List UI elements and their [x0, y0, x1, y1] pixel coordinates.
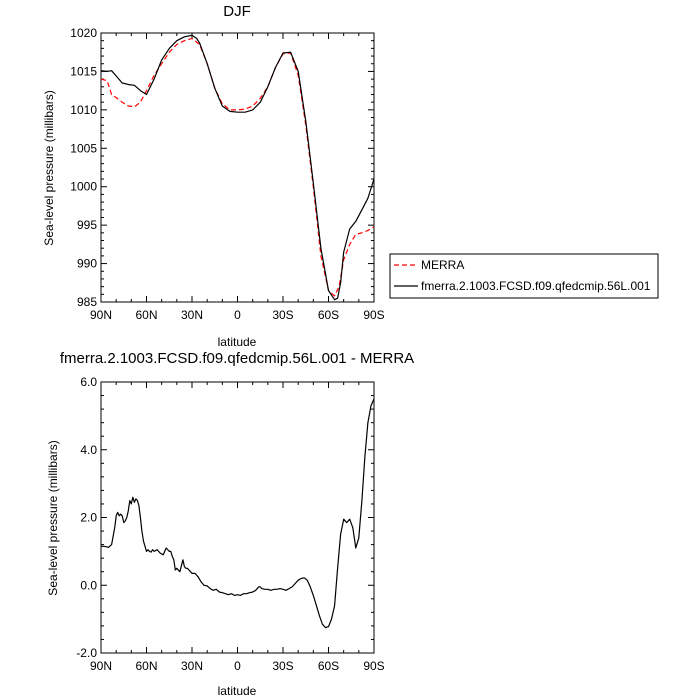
top-series-line-0 [100, 37, 375, 297]
top-plot-area: 90N 60N 30N 0 30S 60S 90S 985 990 995 1000 1005 1010… [70, 26, 384, 322]
bottom-x-axis-label: latitude [218, 684, 257, 698]
top-x-tick-label: 90N [90, 308, 112, 322]
top-chart-title: DJF [223, 3, 251, 20]
bottom-y-tick-label: 0.0 [80, 578, 97, 592]
top-y-tick-label: 985 [77, 295, 97, 309]
bottom-y-axis-label: Sea-level pressure (millibars) [46, 440, 60, 595]
top-x-tick-label: 60S [318, 308, 339, 322]
top-chart: DJF 90N 60N 30N 0 30S 60S 90S 985 990 995 1000 1005… [42, 3, 659, 349]
bottom-x-tick-label: 90N [90, 659, 112, 673]
legend-box [389, 253, 659, 299]
top-y-tick-label: 990 [77, 257, 97, 271]
bottom-y-tick-label: 4.0 [80, 443, 97, 457]
top-x-axis-label: latitude [218, 335, 257, 349]
bottom-series-line-0 [101, 398, 375, 629]
top-y-axis-label: Sea-level pressure (millibars) [42, 90, 56, 245]
top-x-tick-label: 0 [234, 308, 241, 322]
top-series-line-1 [100, 34, 375, 301]
bottom-chart-title: fmerra.2.1003.FCSD.f09.qfedcmip.56L.001 … [60, 350, 414, 367]
top-x-tick-label: 30S [272, 308, 293, 322]
bottom-plot-area: 90N 60N 30N 0 30S 60S 90S -2.0 0.0 2.0 4.0 6.0 [76, 375, 384, 673]
top-plot-frame [100, 32, 375, 303]
bottom-x-tick-label: 90S [363, 659, 384, 673]
top-x-tick-label: 30N [181, 308, 203, 322]
top-y-tick-label: 1015 [70, 64, 97, 78]
top-x-tick-label: 90S [363, 308, 384, 322]
bottom-x-tick-label: 60N [135, 659, 157, 673]
top-y-tick-label: 1005 [70, 141, 97, 155]
bottom-y-tick-label: 6.0 [80, 375, 97, 389]
top-x-tick-label: 60N [135, 308, 157, 322]
top-legend: MERRA fmerra.2.1003.FCSD.f09.qfedcmip.56… [389, 253, 659, 299]
top-y-tick-label: 1000 [70, 180, 97, 194]
legend-label-merra: MERRA [421, 258, 464, 272]
legend-label-model: fmerra.2.1003.FCSD.f09.qfedcmip.56L.001 [421, 279, 651, 293]
top-y-tick-label: 1020 [70, 26, 97, 40]
bottom-x-tick-label: 60S [318, 659, 339, 673]
bottom-x-tick-label: 0 [234, 659, 241, 673]
top-y-tick-label: 995 [77, 218, 97, 232]
bottom-chart: fmerra.2.1003.FCSD.f09.qfedcmip.56L.001 … [46, 350, 414, 698]
bottom-y-tick-label: 2.0 [80, 511, 97, 525]
bottom-y-tick-label: -2.0 [76, 646, 97, 660]
bottom-x-tick-label: 30N [181, 659, 203, 673]
bottom-x-tick-label: 30S [272, 659, 293, 673]
top-y-tick-label: 1010 [70, 103, 97, 117]
